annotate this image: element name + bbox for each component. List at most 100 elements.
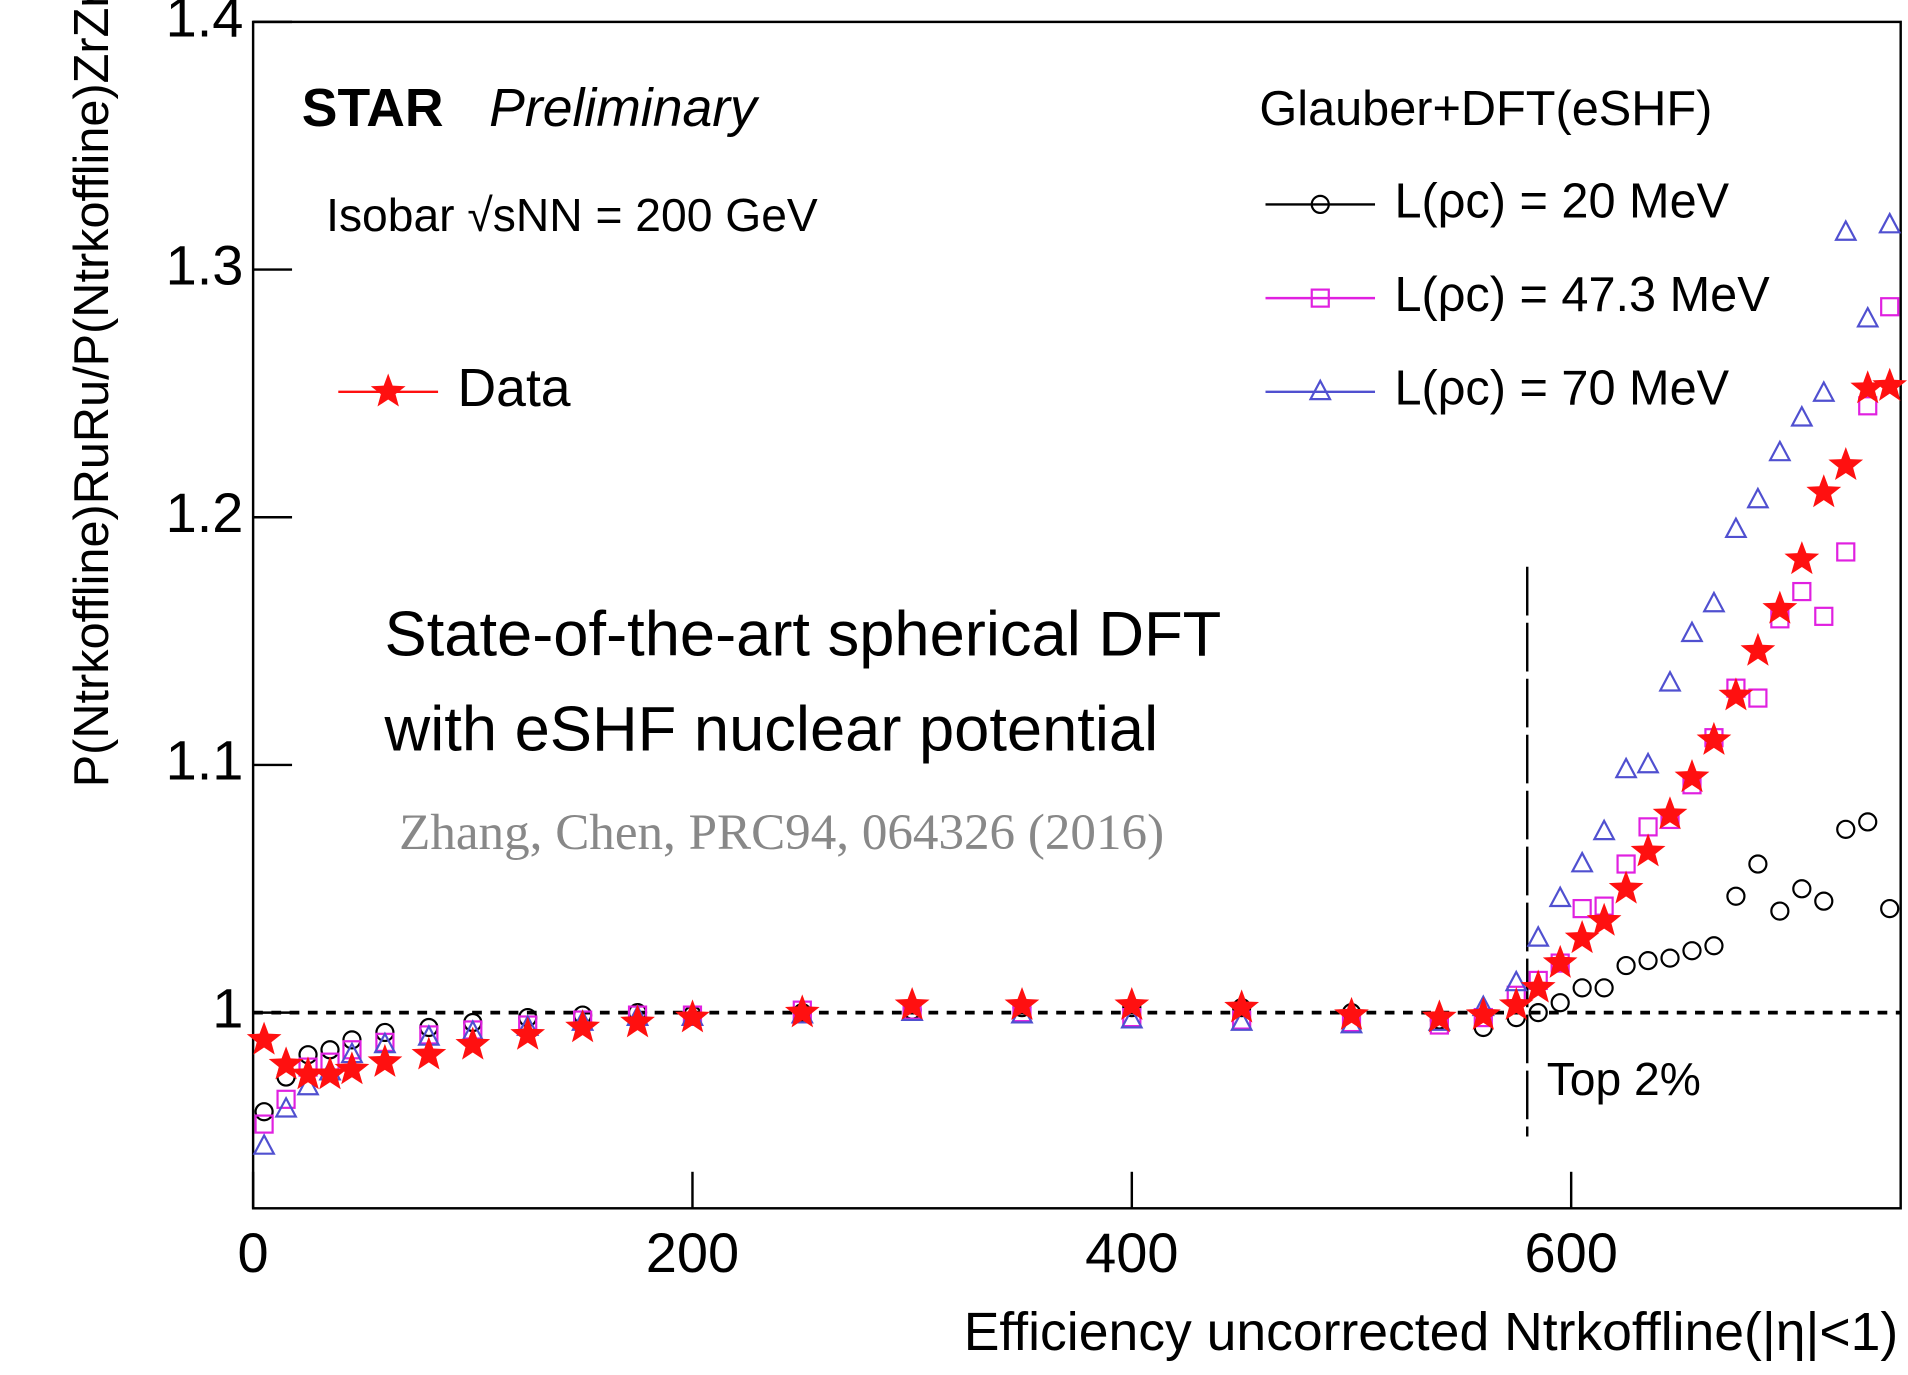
data-point xyxy=(1762,590,1798,624)
data-point xyxy=(1836,542,1856,562)
x-axis-title: Efficiency uncorrected Ntrkoffline(|η|<1… xyxy=(964,1303,1899,1362)
data-point xyxy=(1526,925,1550,947)
data-point xyxy=(342,1030,362,1050)
data-point xyxy=(1465,996,1501,1030)
data-point xyxy=(246,1021,282,1055)
y-tick-label: 1.1 xyxy=(166,729,244,792)
data-point xyxy=(455,1026,491,1060)
data-point xyxy=(1586,902,1622,936)
legend-marker xyxy=(370,373,406,407)
data-point xyxy=(1592,818,1616,841)
legend-label: L(ρc) = 20 MeV xyxy=(1394,174,1729,228)
data-point xyxy=(1880,898,1900,919)
data-point xyxy=(1660,948,1680,968)
data-point xyxy=(1616,955,1636,976)
data-point xyxy=(1564,920,1600,954)
data-point xyxy=(1334,996,1369,1030)
citation: Zhang, Chen, PRC94, 064326 (2016) xyxy=(399,804,1164,861)
data-point xyxy=(1740,632,1776,666)
plot-frame xyxy=(251,20,1902,1210)
x-tick-label: 600 xyxy=(1524,1221,1617,1284)
data-point xyxy=(254,1102,274,1122)
cut-label: Top 2% xyxy=(1547,1053,1701,1105)
data-point xyxy=(1614,756,1638,779)
data-point xyxy=(1682,941,1702,961)
data-point xyxy=(1770,901,1790,921)
data-point xyxy=(290,1056,326,1090)
data-point xyxy=(1726,886,1746,906)
data-point xyxy=(268,1046,304,1080)
legend-marker xyxy=(1308,378,1332,401)
data-point xyxy=(1858,812,1878,832)
data-point xyxy=(1790,404,1814,427)
data-point xyxy=(1836,819,1856,839)
data-point xyxy=(1550,993,1570,1013)
legend-marker xyxy=(1310,288,1330,308)
data-point xyxy=(1004,986,1040,1020)
legend-title: Glauber+DFT(eSHF) xyxy=(1259,82,1712,136)
legend-marker xyxy=(1310,194,1330,215)
data-point xyxy=(1718,677,1754,711)
status-label: Preliminary xyxy=(489,79,760,138)
data-point xyxy=(1680,620,1704,643)
x-tick-label: 200 xyxy=(646,1221,739,1284)
data-point xyxy=(1702,590,1726,613)
y-tick-label: 1 xyxy=(212,976,243,1039)
data-point xyxy=(1230,1009,1254,1031)
data-point xyxy=(1616,854,1636,874)
data-point xyxy=(1674,759,1710,793)
data-point xyxy=(1572,978,1592,998)
data-point xyxy=(1878,211,1902,234)
data-point xyxy=(274,1095,298,1118)
data-point xyxy=(510,1016,546,1050)
data-point xyxy=(1748,854,1768,874)
experiment-label: STAR xyxy=(302,79,444,138)
data-point xyxy=(1594,978,1614,998)
y-tick-label: 1.4 xyxy=(166,0,244,49)
legend-label: L(ρc) = 47.3 MeV xyxy=(1394,268,1770,322)
data-point xyxy=(334,1051,370,1085)
data-point xyxy=(1658,669,1682,692)
data-point xyxy=(1872,367,1908,401)
data-point xyxy=(1548,885,1572,908)
data-point xyxy=(1792,581,1812,602)
data-point xyxy=(1528,1003,1548,1023)
data-point xyxy=(1828,447,1864,481)
data-point xyxy=(1746,486,1770,509)
data-point xyxy=(1638,817,1658,837)
data-point xyxy=(1880,297,1900,317)
y-axis-title: P(Ntrkoffline)RuRu/P(Ntrkoffline)ZrZr xyxy=(65,0,119,787)
data-point xyxy=(1856,305,1880,328)
data-point xyxy=(1806,474,1842,508)
y-tick-label: 1.3 xyxy=(166,233,244,296)
data-point xyxy=(1630,833,1666,867)
data-point xyxy=(1608,870,1644,904)
x-tick-label: 400 xyxy=(1085,1221,1178,1284)
data-point xyxy=(1768,439,1792,462)
data-point xyxy=(1812,380,1836,402)
data-point xyxy=(1748,688,1768,708)
data-point xyxy=(1224,989,1260,1023)
data-point xyxy=(620,1004,655,1038)
data-point xyxy=(1834,219,1858,241)
data-point xyxy=(1636,751,1660,774)
data-point xyxy=(1704,936,1724,956)
data-point xyxy=(367,1043,403,1077)
data-point xyxy=(1696,721,1732,755)
data-point xyxy=(320,1040,340,1060)
x-tick-label: 0 xyxy=(238,1221,269,1284)
system-label: Isobar √sNN = 200 GeV xyxy=(326,189,818,241)
data-point xyxy=(565,1009,601,1043)
data-point xyxy=(1814,891,1834,911)
data-point xyxy=(1498,986,1534,1020)
data-point xyxy=(1814,606,1834,626)
legend-label: Data xyxy=(458,359,571,418)
note: with eSHF nuclear potential xyxy=(384,694,1159,764)
data-point xyxy=(411,1036,447,1070)
data-point xyxy=(276,1089,296,1109)
data-point xyxy=(784,994,820,1028)
data-point xyxy=(1542,944,1578,978)
data-point xyxy=(1724,516,1748,539)
data-point xyxy=(1784,541,1820,575)
